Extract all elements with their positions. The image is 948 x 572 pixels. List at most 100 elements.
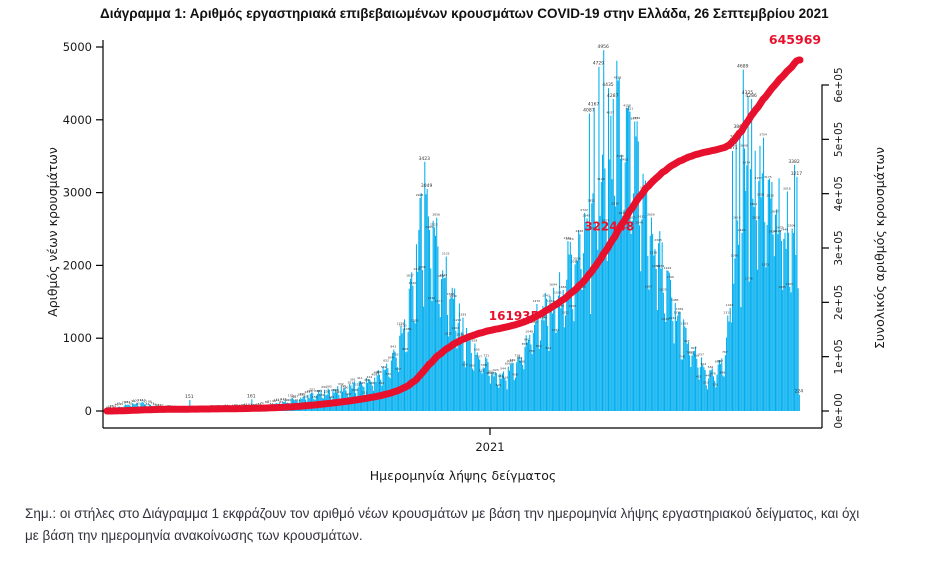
svg-text:1133: 1133	[399, 324, 407, 328]
svg-text:2615: 2615	[628, 216, 636, 220]
svg-text:0e+00: 0e+00	[833, 393, 845, 428]
svg-text:1471: 1471	[435, 299, 443, 303]
svg-text:3754: 3754	[759, 133, 767, 137]
svg-text:3157: 3157	[754, 176, 762, 180]
svg-text:2334: 2334	[564, 236, 572, 240]
svg-text:2549: 2549	[635, 220, 643, 224]
svg-text:501: 501	[488, 370, 494, 374]
svg-text:475: 475	[491, 371, 497, 375]
svg-text:1283: 1283	[459, 313, 467, 317]
svg-text:2935: 2935	[757, 192, 765, 196]
svg-text:1585: 1585	[554, 291, 562, 295]
svg-text:222: 222	[336, 390, 342, 394]
svg-text:346: 346	[378, 381, 384, 385]
svg-text:1778: 1778	[745, 277, 753, 281]
svg-text:488: 488	[720, 370, 726, 374]
svg-text:928: 928	[472, 338, 478, 342]
svg-text:1399: 1399	[568, 304, 576, 308]
svg-text:4729: 4729	[593, 61, 605, 67]
svg-text:4286: 4286	[745, 93, 757, 99]
svg-text:419: 419	[503, 376, 509, 380]
svg-text:54: 54	[270, 402, 274, 406]
svg-text:250: 250	[331, 388, 337, 392]
svg-text:2574: 2574	[602, 219, 610, 223]
svg-text:223: 223	[305, 390, 311, 394]
svg-text:2449: 2449	[781, 228, 789, 232]
svg-text:100: 100	[133, 399, 139, 403]
svg-text:2429: 2429	[774, 229, 782, 233]
svg-text:235: 235	[316, 389, 322, 393]
y-right-tick-labels: 0e+00 1e+05 2e+05 3e+05 4e+05 5e+05 6e+05	[833, 67, 845, 428]
svg-text:2472: 2472	[592, 226, 600, 230]
svg-text:351: 351	[347, 380, 353, 384]
svg-text:54: 54	[146, 402, 150, 406]
svg-text:305: 305	[340, 384, 346, 388]
svg-text:708: 708	[679, 354, 685, 358]
svg-text:1936: 1936	[418, 265, 426, 269]
svg-text:246: 246	[352, 388, 358, 392]
svg-text:319: 319	[495, 383, 501, 387]
svg-text:878: 878	[522, 342, 528, 346]
svg-text:780: 780	[529, 349, 535, 353]
svg-text:1510: 1510	[428, 296, 436, 300]
svg-text:2926: 2926	[416, 193, 424, 197]
svg-text:3217: 3217	[791, 171, 803, 177]
svg-text:193: 193	[345, 392, 351, 396]
svg-text:61: 61	[117, 402, 121, 406]
svg-text:2424: 2424	[769, 230, 777, 234]
svg-text:4000: 4000	[63, 113, 92, 127]
svg-text:1924: 1924	[664, 266, 672, 270]
svg-text:1418: 1418	[726, 303, 734, 307]
svg-text:153: 153	[312, 395, 318, 399]
svg-text:1071: 1071	[552, 328, 560, 332]
svg-text:4435: 4435	[602, 82, 614, 88]
svg-text:824: 824	[545, 346, 551, 350]
svg-text:1705: 1705	[785, 282, 793, 286]
svg-text:544: 544	[500, 366, 506, 370]
svg-text:2523: 2523	[430, 222, 438, 226]
svg-text:92: 92	[143, 399, 147, 403]
svg-text:537: 537	[395, 367, 401, 371]
svg-text:233: 233	[314, 389, 320, 393]
svg-text:459: 459	[371, 373, 377, 377]
svg-text:4325: 4325	[742, 90, 754, 96]
svg-text:185: 185	[297, 393, 303, 397]
svg-text:808: 808	[402, 347, 408, 351]
svg-text:4087: 4087	[583, 107, 595, 113]
svg-text:2014: 2014	[571, 259, 579, 263]
bars-group	[107, 50, 800, 412]
svg-text:1025: 1025	[444, 331, 452, 335]
x-tick-label: 2021	[475, 440, 504, 454]
svg-text:1000: 1000	[63, 331, 92, 345]
svg-text:659: 659	[510, 358, 516, 362]
svg-text:644: 644	[507, 359, 513, 363]
svg-text:2446: 2446	[738, 228, 746, 232]
svg-text:827: 827	[691, 346, 697, 350]
svg-text:236: 236	[307, 389, 313, 393]
svg-text:3146: 3146	[597, 177, 605, 181]
svg-text:326: 326	[712, 382, 718, 386]
svg-text:1159: 1159	[397, 322, 405, 326]
svg-text:116: 116	[276, 398, 282, 402]
svg-text:2645: 2645	[583, 213, 591, 217]
svg-text:44: 44	[158, 403, 162, 407]
y-left-tick-labels: 0 1000 2000 3000 4000 5000	[63, 40, 92, 418]
svg-text:2428: 2428	[576, 229, 584, 233]
svg-text:647: 647	[717, 359, 723, 363]
svg-text:1694: 1694	[549, 283, 557, 287]
svg-text:110: 110	[285, 398, 291, 402]
svg-text:83: 83	[279, 400, 283, 404]
svg-text:246: 246	[333, 388, 339, 392]
svg-text:1954: 1954	[657, 264, 665, 268]
svg-text:2852: 2852	[587, 198, 595, 202]
svg-text:636: 636	[519, 360, 525, 364]
svg-text:582: 582	[469, 364, 475, 368]
svg-text:160: 160	[290, 394, 296, 398]
svg-text:73: 73	[122, 401, 126, 405]
svg-text:391: 391	[350, 378, 356, 382]
svg-text:4287: 4287	[607, 93, 619, 99]
svg-text:1720: 1720	[409, 281, 417, 285]
svg-text:2659: 2659	[647, 212, 655, 216]
svg-text:123: 123	[281, 397, 287, 401]
svg-text:111: 111	[295, 398, 301, 402]
